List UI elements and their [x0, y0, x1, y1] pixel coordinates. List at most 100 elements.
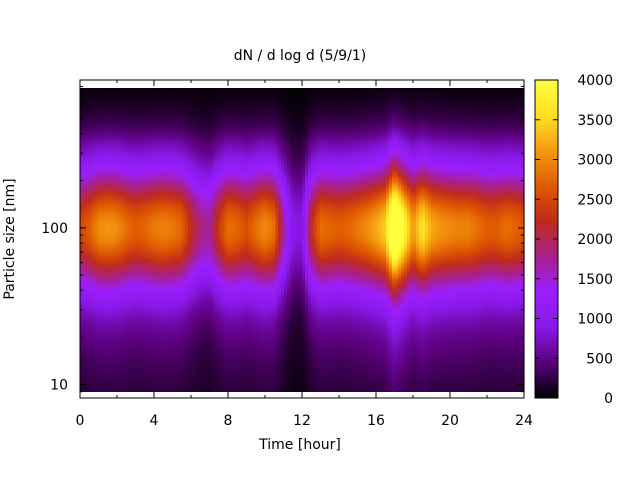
heatmap-column	[437, 88, 441, 392]
heatmap-column	[461, 88, 465, 392]
heatmap-column	[305, 88, 309, 392]
heatmap-column	[236, 88, 240, 392]
heatmap-column	[368, 88, 372, 392]
heatmap-column	[191, 88, 195, 392]
x-tick-label: 20	[441, 413, 459, 429]
heatmap-column	[467, 88, 471, 392]
heatmap-column	[497, 88, 501, 392]
heatmap-column	[425, 88, 429, 392]
heatmap-column	[419, 88, 423, 392]
heatmap-column	[89, 88, 93, 392]
heatmap-column	[521, 88, 525, 392]
heatmap-column	[86, 88, 90, 392]
heatmap-column	[488, 88, 492, 392]
x-axis: 0 4 8 12 16 20 24	[76, 80, 533, 429]
heatmap-column	[473, 88, 477, 392]
heatmap-column	[161, 88, 165, 392]
colorbar-tick-label: 2000	[577, 232, 613, 248]
heatmap-column	[413, 88, 417, 392]
heatmap-column	[146, 88, 150, 392]
heatmap-column	[470, 88, 474, 392]
heatmap-column	[446, 88, 450, 392]
chart-title: dN / d log d (5/9/1)	[234, 48, 367, 64]
heatmap-column	[206, 88, 210, 392]
heatmap-column	[329, 88, 333, 392]
heatmap-column	[311, 88, 315, 392]
heatmap-column	[281, 88, 285, 392]
heatmap-column	[407, 88, 411, 392]
heatmap-column	[416, 88, 420, 392]
heatmap-column	[80, 88, 84, 392]
heatmap-column	[224, 88, 228, 392]
heatmap-column	[299, 88, 303, 392]
heatmap-column	[353, 88, 357, 392]
heatmap-column	[479, 88, 483, 392]
heatmap-column	[98, 88, 102, 392]
colorbar-tick-label: 1500	[577, 272, 613, 288]
heatmap-column	[173, 88, 177, 392]
heatmap-column	[203, 88, 207, 392]
heatmap-column	[134, 88, 138, 392]
heatmap-column	[431, 88, 435, 392]
heatmap-column	[221, 88, 225, 392]
heatmap-column	[374, 88, 378, 392]
heatmap-column	[293, 88, 297, 392]
x-tick-label: 8	[224, 413, 233, 429]
heatmap-column	[119, 88, 123, 392]
heatmap-column	[404, 88, 408, 392]
heatmap-column	[185, 88, 189, 392]
colorbar-axis: 0 500 1000 1500 2000 2500 3000 3500 4000	[535, 73, 613, 407]
heatmap-column	[158, 88, 162, 392]
heatmap-column	[95, 88, 99, 392]
colorbar-tick-label: 4000	[577, 73, 613, 89]
y-axis-label: Particle size [nm]	[2, 178, 18, 299]
heatmap-column	[284, 88, 288, 392]
heatmap-column	[263, 88, 267, 392]
heatmap-column	[371, 88, 375, 392]
heatmap-column	[401, 88, 405, 392]
heatmap-column	[278, 88, 282, 392]
heatmap-column	[239, 88, 243, 392]
heatmap-column	[476, 88, 480, 392]
heatmap-column	[443, 88, 447, 392]
heatmap-column	[458, 88, 462, 392]
heatmap-column	[347, 88, 351, 392]
colorbar-tick-label: 1000	[577, 312, 613, 328]
heatmap-column	[275, 88, 279, 392]
heatmap-column	[251, 88, 255, 392]
heatmap-column	[272, 88, 276, 392]
x-tick-label: 16	[367, 413, 385, 429]
y-tick-label: 100	[41, 221, 68, 237]
heatmap-column	[254, 88, 258, 392]
y-tick-label: 10	[50, 378, 68, 394]
colorbar-tick-label: 500	[586, 351, 613, 367]
heatmap-column	[266, 88, 270, 392]
heatmap-column	[398, 88, 402, 392]
heatmap-column	[509, 88, 513, 392]
x-axis-label: Time [hour]	[258, 437, 341, 453]
heatmap-column	[323, 88, 327, 392]
x-tick-label: 0	[76, 413, 85, 429]
heatmap-column	[197, 88, 201, 392]
x-tick-label: 24	[515, 413, 533, 429]
heatmap-column	[155, 88, 159, 392]
heatmap-column	[452, 88, 456, 392]
heatmap-column	[314, 88, 318, 392]
heatmap-column	[152, 88, 156, 392]
heatmap-column	[116, 88, 120, 392]
heatmap-column	[194, 88, 198, 392]
x-tick-label: 12	[293, 413, 311, 429]
heatmap-column	[164, 88, 168, 392]
colorbar-tick-label: 2500	[577, 192, 613, 208]
heatmap-column	[113, 88, 117, 392]
heatmap-column	[491, 88, 495, 392]
heatmap-column	[422, 88, 426, 392]
heatmap-column	[182, 88, 186, 392]
colorbar-tick-label: 3500	[577, 113, 613, 129]
heatmap-column	[386, 88, 390, 392]
heatmap-column	[107, 88, 111, 392]
heatmap-column	[200, 88, 204, 392]
heatmap-column	[500, 88, 504, 392]
heatmap-column	[167, 88, 171, 392]
heatmap-column	[341, 88, 345, 392]
